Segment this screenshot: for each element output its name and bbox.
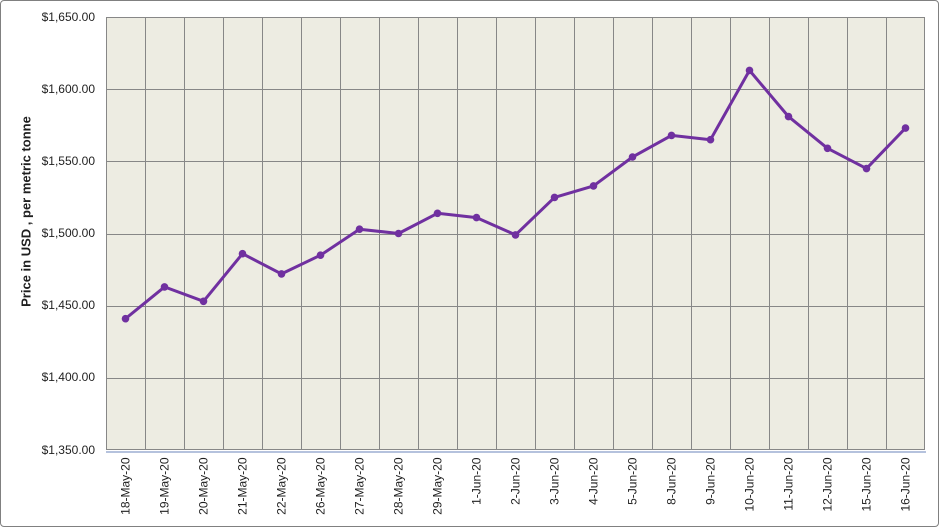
y-tick-label: $1,350.00 — [41, 442, 95, 457]
data-point-marker — [706, 135, 715, 144]
x-tick-label: 16-Jun-20 — [898, 457, 912, 512]
x-tick-label: 8-Jun-20 — [664, 457, 678, 505]
x-tick-label: 29-May-20 — [430, 457, 444, 515]
x-tick-label: 21-May-20 — [235, 457, 249, 515]
data-point-marker — [433, 209, 442, 218]
x-tick-label: 26-May-20 — [313, 457, 327, 515]
x-tick-label: 1-Jun-20 — [469, 457, 483, 505]
data-point-marker — [589, 182, 598, 190]
x-tick-label: 20-May-20 — [196, 457, 210, 515]
x-axis-line — [106, 451, 926, 453]
x-tick-label: 12-Jun-20 — [820, 457, 834, 512]
x-tick-label: 15-Jun-20 — [859, 457, 873, 512]
y-tick-label: $1,450.00 — [41, 298, 95, 313]
x-tick-label: 28-May-20 — [391, 457, 405, 515]
data-point-marker — [745, 66, 754, 75]
x-tick-label: 2-Jun-20 — [508, 457, 522, 505]
x-tick-label: 19-May-20 — [157, 457, 171, 515]
data-point-marker — [511, 231, 520, 239]
x-tick-label: 27-May-20 — [352, 457, 366, 515]
data-point-marker — [121, 314, 130, 323]
plot-border — [106, 17, 925, 450]
y-tick-label: $1,500.00 — [41, 226, 95, 240]
data-point-marker — [667, 131, 676, 140]
data-point-marker — [901, 124, 910, 132]
x-tick-label: 5-Jun-20 — [625, 457, 639, 505]
data-point-marker — [238, 249, 247, 258]
x-tick-label: 18-May-20 — [118, 457, 132, 515]
y-tick-label: $1,650.00 — [41, 9, 95, 24]
y-tick-label: $1,600.00 — [41, 81, 95, 96]
x-tick-label: 3-Jun-20 — [547, 457, 561, 505]
data-point-marker — [199, 297, 208, 306]
data-point-marker — [160, 283, 169, 291]
y-axis-title: Price in USD , per metric tonne — [18, 116, 34, 307]
data-point-marker — [628, 153, 637, 161]
data-point-marker — [472, 213, 481, 222]
data-point-marker — [277, 270, 286, 278]
data-point-marker — [355, 225, 364, 233]
data-point-marker — [784, 112, 793, 121]
data-point-marker — [550, 193, 559, 202]
x-tick-label: 9-Jun-20 — [703, 457, 717, 505]
plot-area — [106, 17, 925, 450]
x-tick-label: 4-Jun-20 — [586, 457, 600, 505]
data-point-marker — [862, 164, 871, 173]
x-tick-label: 11-Jun-20 — [781, 457, 795, 511]
data-point-marker — [823, 144, 832, 153]
y-tick-label: $1,400.00 — [41, 370, 95, 385]
data-point-marker — [394, 229, 403, 238]
x-tick-label: 22-May-20 — [274, 457, 288, 515]
x-tick-label: 10-Jun-20 — [742, 457, 756, 512]
data-point-marker — [316, 251, 325, 259]
y-tick-label: $1,550.00 — [41, 153, 95, 168]
